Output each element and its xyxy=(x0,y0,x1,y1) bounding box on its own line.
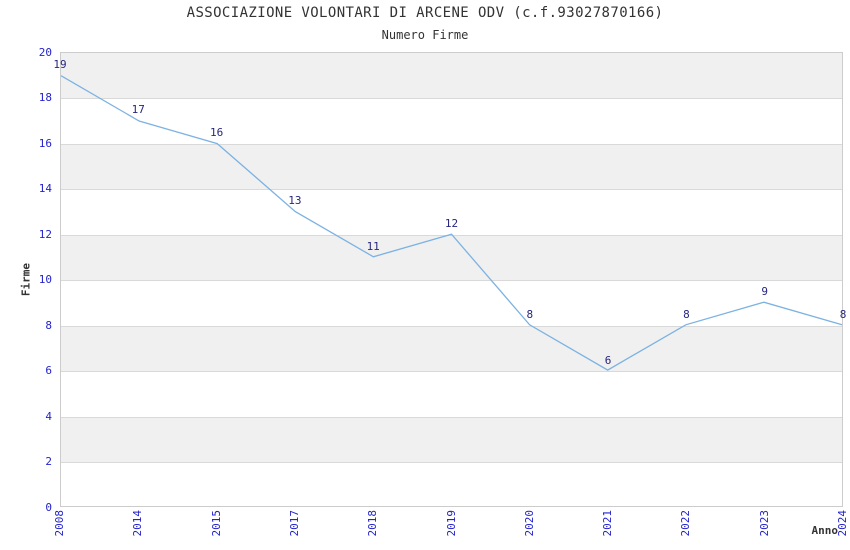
gridline xyxy=(61,143,842,145)
x-tick-label: 2017 xyxy=(287,510,301,537)
x-tick-label: 2020 xyxy=(522,510,536,537)
gridline xyxy=(61,325,842,327)
gridline xyxy=(61,462,842,463)
y-tick-label: 2 xyxy=(45,455,52,468)
data-label: 9 xyxy=(761,285,768,299)
x-tick-label: 2018 xyxy=(366,510,380,537)
x-tick-label: 2014 xyxy=(131,510,145,537)
x-tick-label: 2023 xyxy=(757,510,771,537)
data-label: 11 xyxy=(366,239,380,253)
chart-title: ASSOCIAZIONE VOLONTARI DI ARCENE ODV (c.… xyxy=(186,5,664,21)
data-label: 8 xyxy=(526,308,534,321)
plot-band xyxy=(61,417,842,463)
y-tick-label: 12 xyxy=(38,227,52,241)
plot-area xyxy=(60,52,843,507)
x-tick-label: 2021 xyxy=(601,510,615,537)
series-line xyxy=(60,75,843,371)
x-tick-label: 2008 xyxy=(53,510,66,537)
y-tick-label: 20 xyxy=(38,45,52,59)
line-series-svg xyxy=(60,75,843,371)
chart-subtitle: Numero Firme xyxy=(381,28,469,42)
x-tick-label: 2022 xyxy=(679,510,693,537)
data-label: 13 xyxy=(288,194,302,208)
plot-band xyxy=(61,235,842,281)
data-label: 19 xyxy=(53,57,67,71)
data-label: 8 xyxy=(839,308,847,321)
data-label: 12 xyxy=(444,217,459,230)
gridline xyxy=(61,98,842,99)
plot-band xyxy=(61,144,842,190)
plot-band xyxy=(61,326,842,372)
y-tick-label: 0 xyxy=(45,500,52,514)
y-tick-label: 18 xyxy=(38,91,52,104)
y-tick-label: 14 xyxy=(38,182,52,195)
y-tick-label: 8 xyxy=(45,318,52,332)
gridline xyxy=(61,189,842,190)
gridline xyxy=(61,280,842,281)
x-axis-title: Anno xyxy=(811,524,839,537)
x-tick-label: 2015 xyxy=(209,510,223,537)
gridline xyxy=(61,371,842,372)
data-label: 8 xyxy=(683,308,690,321)
y-tick-label: 10 xyxy=(38,273,52,286)
y-tick-label: 6 xyxy=(45,364,52,377)
y-tick-label: 16 xyxy=(38,136,52,150)
plot-band xyxy=(61,53,842,99)
y-axis-title: Firme xyxy=(19,262,33,297)
gridline xyxy=(61,416,842,418)
y-tick-label: 4 xyxy=(45,409,52,423)
x-tick-label: 2019 xyxy=(444,510,458,537)
data-label: 17 xyxy=(131,103,145,117)
data-label: 6 xyxy=(604,353,612,367)
data-label: 16 xyxy=(209,126,224,139)
x-tick-label: 2024 xyxy=(836,510,849,537)
